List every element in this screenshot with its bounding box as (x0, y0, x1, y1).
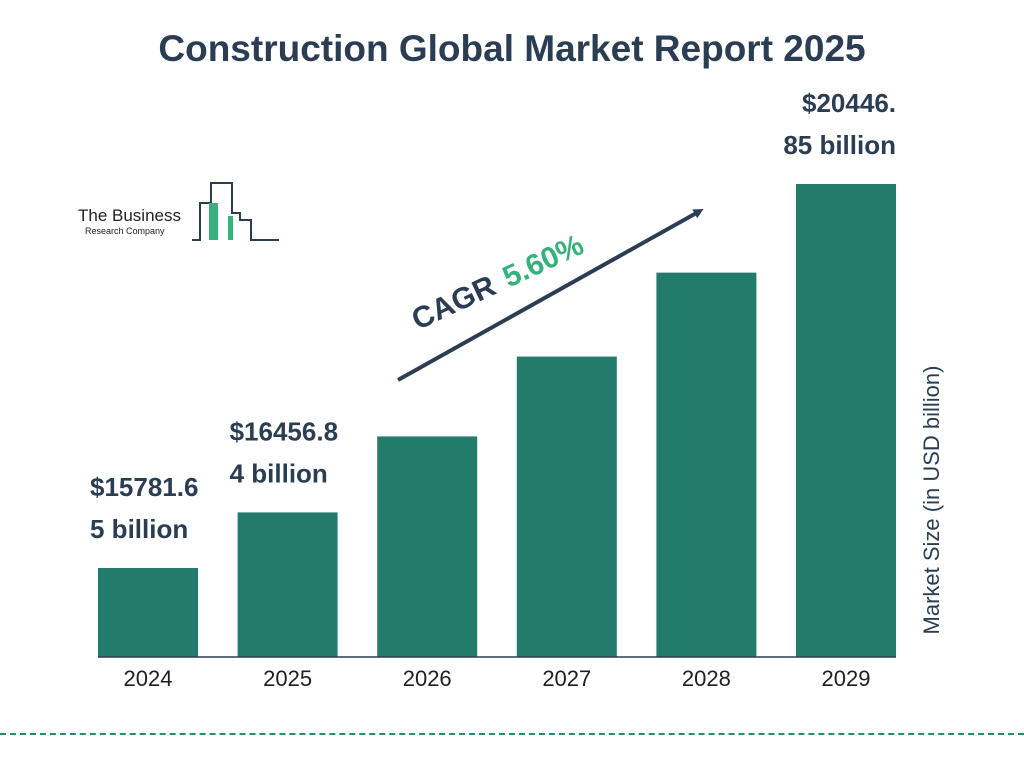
data-label-2025-line1: $16456.8 (230, 416, 338, 446)
y-axis-label: Market Size (in USD billion) (919, 365, 944, 635)
data-label-2025-line2: 4 billion (230, 458, 328, 488)
x-tick-label: 2029 (822, 666, 871, 691)
logo-bars-icon (192, 182, 279, 241)
x-tick-label: 2024 (124, 666, 173, 691)
bar-2026 (377, 436, 478, 657)
company-logo: The Business Research Company (78, 180, 283, 245)
data-label-2029-line2: 85 billion (783, 130, 896, 160)
bar-2025 (237, 512, 338, 657)
x-tick-label: 2027 (542, 666, 591, 691)
bottom-divider (0, 733, 1024, 735)
bar-2028 (656, 272, 757, 657)
x-tick-label: 2025 (263, 666, 312, 691)
logo-text-main: The Business (78, 206, 181, 225)
logo-text-sub: Research Company (85, 226, 165, 236)
x-tick-label: 2028 (682, 666, 731, 691)
x-tick-label: 2026 (403, 666, 452, 691)
bar-2027 (516, 356, 617, 657)
bar-2029 (796, 184, 896, 657)
cagr-arrow (397, 209, 704, 382)
data-label-2024-line1: $15781.6 (90, 472, 198, 502)
chart-title: Construction Global Market Report 2025 (158, 28, 866, 69)
data-label-2024-line2: 5 billion (90, 514, 188, 544)
bar-2024 (98, 567, 198, 657)
data-label-2029-line1: $20446. (802, 88, 896, 118)
